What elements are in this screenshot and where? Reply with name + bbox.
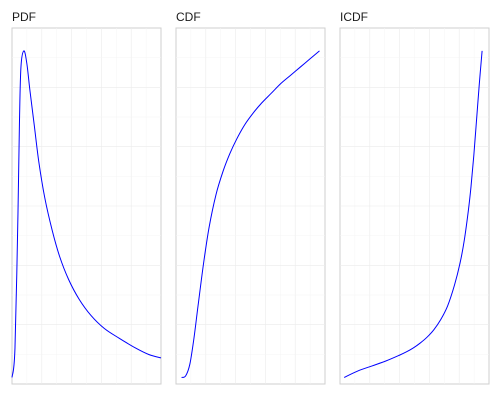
icdf-series-line — [343, 50, 483, 378]
pdf-data-point — [38, 161, 39, 162]
icdf-grid — [340, 28, 489, 384]
cdf-grid — [176, 28, 325, 384]
cdf-data-point — [209, 227, 210, 228]
pdf-data-point — [11, 377, 12, 378]
icdf-data-point — [385, 361, 386, 362]
cdf-data-point — [203, 263, 204, 264]
cdf-data-point — [236, 138, 237, 139]
cdf-data-point — [189, 364, 190, 365]
pdf-data-point — [68, 279, 69, 280]
icdf-data-point — [482, 50, 483, 51]
pdf-data-point — [59, 256, 60, 257]
cdf-data-point — [244, 124, 245, 125]
pdf-data-point — [29, 89, 30, 90]
pdf-data-point — [78, 298, 79, 299]
pdf-data-point — [104, 328, 105, 329]
icdf-data-point — [399, 355, 400, 356]
icdf-data-point — [479, 83, 480, 84]
icdf-data-point — [459, 263, 460, 264]
cdf-data-point — [300, 67, 301, 68]
icdf-data-point — [426, 337, 427, 338]
cdf-data-point — [181, 377, 182, 378]
pdf-data-point — [135, 347, 136, 348]
pdf-data-point — [90, 315, 91, 316]
icdf-data-point — [433, 329, 434, 330]
icdf-data-point — [357, 370, 358, 371]
cdf-data-point — [185, 375, 186, 376]
icdf-data-point — [447, 305, 448, 306]
icdf-data-point — [454, 284, 455, 285]
pdf-data-point — [44, 197, 45, 198]
icdf-data-point — [476, 119, 477, 120]
cdf-data-point — [290, 75, 291, 76]
cdf-data-point — [215, 194, 216, 195]
cdf-data-point — [271, 93, 272, 94]
cdf-title: CDF — [176, 10, 201, 24]
pdf-data-point — [20, 67, 21, 68]
icdf-panel: ICDF — [339, 10, 490, 385]
icdf-data-point — [464, 240, 465, 241]
pdf-data-point — [52, 230, 53, 231]
cdf-data-point — [319, 50, 320, 51]
pdf-data-point — [23, 50, 24, 51]
pdf-data-point — [148, 354, 149, 355]
pdf-title: PDF — [12, 10, 36, 24]
cdf-data-point — [309, 58, 310, 59]
pdf-data-point — [14, 347, 15, 348]
cdf-panel: CDF — [175, 10, 326, 385]
pdf-data-point — [160, 357, 161, 358]
pdf-grid — [12, 28, 161, 384]
cdf-data-point — [229, 153, 230, 154]
pdf-data-point — [19, 122, 20, 123]
cdf-data-point — [253, 112, 254, 113]
icdf-data-point — [468, 210, 469, 211]
icdf-data-point — [473, 155, 474, 156]
pdf-data-point — [119, 338, 120, 339]
icdf-data-point — [406, 351, 407, 352]
icdf-data-point — [371, 365, 372, 366]
pdf-data-point — [34, 125, 35, 126]
cdf-data-point — [280, 83, 281, 84]
cdf-data-point — [193, 338, 194, 339]
pdf-panel: PDF — [11, 10, 162, 385]
pdf-data-point — [26, 63, 27, 64]
icdf-data-point — [413, 347, 414, 348]
icdf-data-point — [419, 343, 420, 344]
icdf-data-point — [344, 377, 345, 378]
cdf-data-point — [222, 171, 223, 172]
cdf-data-point — [261, 103, 262, 104]
pdf-data-point — [17, 214, 18, 215]
cdf-series-line — [181, 50, 320, 378]
icdf-title: ICDF — [340, 10, 368, 24]
cdf-data-point — [197, 305, 198, 306]
icdf-data-point — [470, 185, 471, 186]
icdf-data-point — [440, 319, 441, 320]
pdf-series-line — [11, 50, 162, 378]
